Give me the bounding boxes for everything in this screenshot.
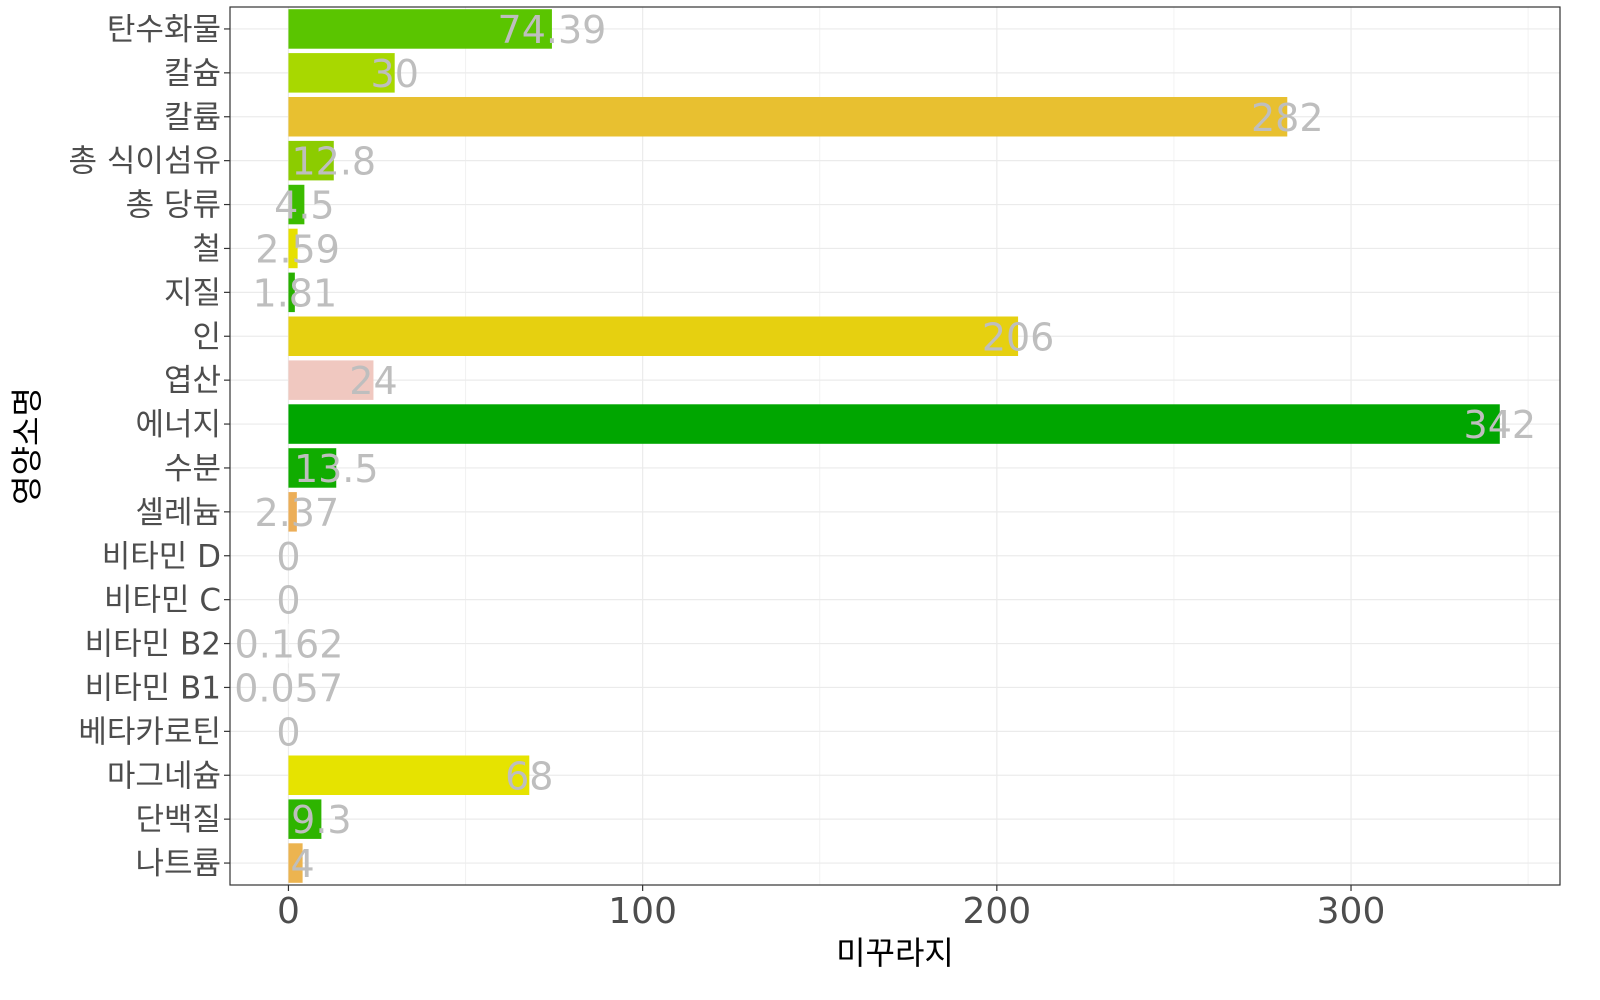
y-tick-label: 나트륨: [135, 846, 221, 882]
y-tick-label: 비타민 D: [102, 539, 221, 575]
value-label: 24: [349, 359, 397, 403]
bar: [288, 492, 297, 532]
value-label: 0.162: [235, 623, 344, 667]
panel-border: [229, 6, 1561, 886]
x-tick-label: 300: [1317, 891, 1386, 932]
y-tick-label: 비타민 B1: [85, 670, 221, 706]
y-tick-label: 마그네슘: [107, 758, 221, 794]
y-axis-title: 영양소명: [8, 387, 46, 505]
value-label: 0: [276, 710, 300, 754]
y-tick-label: 총 당류: [126, 188, 221, 224]
bar: [288, 272, 295, 313]
x-tick-label: 200: [962, 891, 1031, 932]
y-tick-label: 인: [192, 319, 221, 355]
value-labels: 74.39 30 282 12.84.52.591.81 206 24 342 13.52.3…: [234, 8, 1536, 886]
x-axis: 0 100 200 300: [277, 885, 1385, 932]
bar: [288, 228, 298, 269]
bar: [288, 316, 1019, 357]
y-tick-label: 칼슘: [164, 56, 221, 92]
bar: [288, 755, 530, 796]
x-tick-label: 0: [277, 891, 300, 932]
x-axis-title: 미꾸라지: [836, 934, 954, 972]
y-tick-label: 에너지: [135, 407, 221, 443]
bar: [288, 53, 395, 93]
y-tick-label: 비타민 B2: [85, 627, 221, 663]
y-tick-label: 칼륨: [164, 100, 221, 136]
value-label: 342: [1464, 403, 1537, 447]
bar: [288, 404, 1500, 444]
value-label: 2.37: [255, 491, 340, 535]
bar: [288, 140, 334, 181]
value-label: 68: [505, 754, 553, 798]
y-tick-label: 비타민 C: [104, 583, 221, 619]
bar: [288, 360, 374, 400]
y-tick-label: 단백질: [135, 802, 221, 838]
value-label: 4: [291, 842, 315, 886]
value-label: 1.81: [253, 271, 338, 315]
y-tick-label: 지질: [164, 275, 221, 311]
bar: [288, 448, 337, 488]
value-label: 4.5: [274, 184, 334, 228]
value-label: 0: [276, 579, 300, 623]
value-label: 9.3: [291, 798, 351, 842]
bar: [288, 799, 322, 839]
y-tick-label: 베타카로틴: [78, 714, 221, 750]
value-label: 2.59: [255, 227, 340, 271]
y-tick-label: 탄수화물: [107, 12, 221, 48]
y-tick-label: 철: [192, 231, 221, 267]
x-tick-label: 100: [608, 891, 677, 932]
value-label: 74.39: [498, 8, 607, 52]
value-label: 12.8: [291, 140, 376, 184]
value-label: 282: [1251, 96, 1324, 140]
value-label: 0.057: [234, 666, 343, 710]
y-tick-label: 셀레늄: [135, 495, 221, 531]
y-tick-label: 엽산: [164, 363, 221, 399]
value-label: 30: [371, 52, 419, 96]
y-tick-label: 총 식이섬유: [69, 144, 221, 180]
value-label: 0: [276, 535, 300, 579]
bar: [288, 184, 305, 225]
bar: [288, 843, 303, 883]
value-label: 13.5: [294, 447, 379, 491]
panel-background: [230, 7, 1560, 885]
bars: [288, 9, 1500, 883]
bar: [288, 96, 1288, 137]
value-label: 206: [982, 315, 1055, 359]
bar: [288, 623, 290, 664]
y-tick-label: 수분: [164, 451, 221, 487]
bar: [288, 9, 552, 49]
